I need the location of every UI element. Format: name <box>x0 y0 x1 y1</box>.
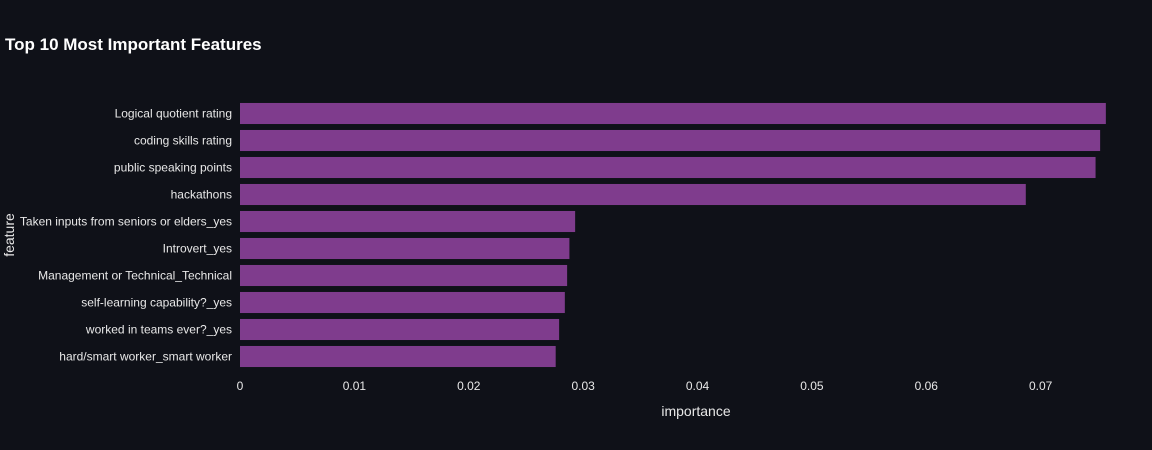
y-tick-label: Introvert_yes <box>163 242 232 256</box>
x-tick-label: 0.07 <box>1029 379 1053 393</box>
x-axis-label: importance <box>661 403 730 419</box>
y-tick-label: coding skills rating <box>134 134 232 148</box>
x-tick-label: 0.03 <box>571 379 595 393</box>
x-tick-label: 0.04 <box>686 379 710 393</box>
bar <box>240 345 556 368</box>
y-tick-label: public speaking points <box>114 161 232 175</box>
bar <box>240 264 568 287</box>
bars-group <box>240 102 1106 368</box>
x-tick-labels: 0 0.01 0.02 0.03 0.04 0.05 0.06 0.07 <box>237 379 1053 393</box>
bar <box>240 183 1026 206</box>
y-tick-label: hard/smart worker_smart worker <box>59 350 232 364</box>
y-tick-label: self-learning capability?_yes <box>81 296 232 310</box>
y-tick-labels: Logical quotient rating coding skills rat… <box>20 107 232 364</box>
x-tick-label: 0.02 <box>457 379 481 393</box>
y-tick-label: Management or Technical_Technical <box>38 269 232 283</box>
bar <box>240 318 560 341</box>
chart-title: Top 10 Most Important Features <box>5 35 262 54</box>
bar <box>240 102 1106 125</box>
x-tick-label: 0.06 <box>915 379 939 393</box>
bar <box>240 156 1096 179</box>
bar <box>240 237 570 260</box>
x-tick-label: 0.05 <box>800 379 824 393</box>
x-tick-label: 0 <box>237 379 244 393</box>
bar <box>240 129 1101 152</box>
bar <box>240 291 565 314</box>
y-tick-label: Taken inputs from seniors or elders_yes <box>20 215 232 229</box>
y-tick-label: hackathons <box>171 188 232 202</box>
y-tick-label: worked in teams ever?_yes <box>85 323 232 337</box>
y-tick-label: Logical quotient rating <box>115 107 232 121</box>
bar <box>240 210 576 233</box>
x-tick-label: 0.01 <box>343 379 367 393</box>
y-axis-label: feature <box>1 213 17 257</box>
